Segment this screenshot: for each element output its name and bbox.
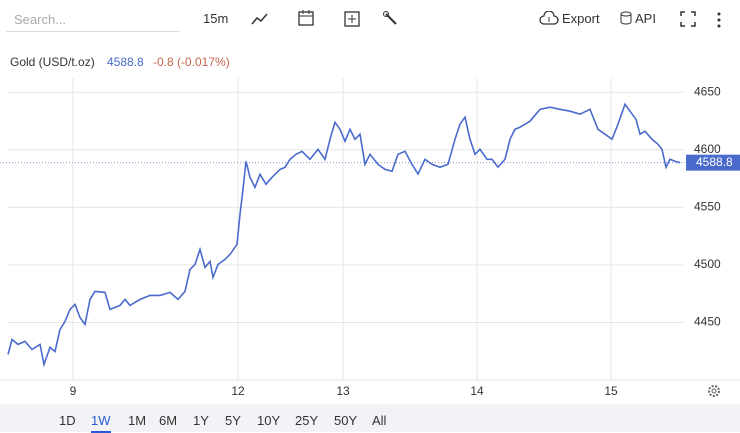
tools-icon[interactable] — [382, 10, 400, 28]
chart: Gold (USD/t.oz) 4588.8 -0.8 (-0.017%) 44… — [0, 55, 740, 398]
y-tick-label: 4500 — [694, 257, 721, 271]
interval-button[interactable]: 15m — [203, 11, 229, 26]
chart-title: Gold (USD/t.oz) — [10, 55, 95, 69]
toolbar: Search... 15m Export API — [0, 0, 740, 40]
range-button[interactable]: 25Y — [295, 413, 319, 428]
price-line — [7, 102, 681, 368]
export-button[interactable]: Export — [562, 11, 600, 26]
range-button[interactable]: All — [372, 413, 387, 428]
menu-icon[interactable] — [715, 11, 723, 29]
range-bar: 1D 1W 1M 6M 1Y 5Y 10Y 25Y 50Y All — [0, 404, 740, 433]
y-tick-label: 4600 — [694, 142, 721, 156]
settings-icon[interactable] — [708, 385, 720, 397]
export-icon[interactable] — [539, 11, 559, 27]
range-button[interactable]: 1D — [59, 413, 76, 428]
x-tick-label: 15 — [604, 384, 618, 398]
fullscreen-icon[interactable] — [679, 10, 697, 28]
x-tick-label: 12 — [231, 384, 245, 398]
range-button[interactable]: 1Y — [193, 413, 209, 428]
range-button[interactable]: 10Y — [257, 413, 281, 428]
line-type-icon[interactable] — [250, 10, 270, 28]
range-button[interactable]: 50Y — [334, 413, 358, 428]
y-tick-label: 4550 — [694, 200, 721, 214]
last-price-tag — [686, 154, 740, 171]
range-button[interactable]: 5Y — [225, 413, 241, 428]
x-tick-label: 9 — [70, 384, 77, 398]
calendar-icon[interactable] — [297, 9, 315, 27]
search-input[interactable]: Search... — [6, 8, 180, 32]
add-icon[interactable] — [343, 10, 361, 28]
range-button[interactable]: 1M — [128, 413, 147, 428]
price-change: -0.8 (-0.017%) — [153, 55, 230, 69]
last-price: 4588.8 — [107, 55, 144, 69]
api-button[interactable]: API — [635, 11, 656, 26]
y-tick-label: 4450 — [694, 315, 721, 329]
api-icon[interactable] — [619, 10, 633, 26]
y-tick-label: 4650 — [694, 84, 721, 98]
last-price-tag-label: 4588.8 — [696, 155, 733, 169]
range-button[interactable]: 1W — [91, 413, 111, 433]
range-button[interactable]: 6M — [159, 413, 178, 428]
x-tick-label: 14 — [470, 384, 484, 398]
x-tick-label: 13 — [336, 384, 350, 398]
